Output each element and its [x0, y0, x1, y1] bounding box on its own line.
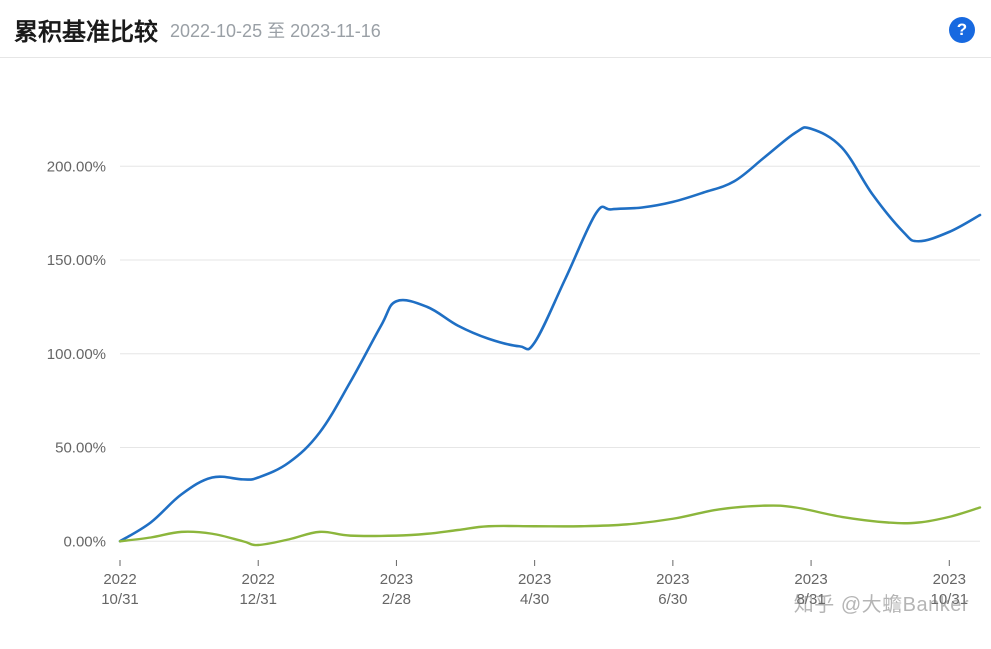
chart-area: 0.00% 50.00% 100.00% 150.00% 200.00% 2022 10/3… — [0, 60, 991, 649]
svg-text:2023: 2023 — [656, 571, 689, 588]
svg-text:200.00%: 200.00% — [47, 158, 106, 175]
svg-text:4/30: 4/30 — [520, 591, 549, 608]
svg-text:2023: 2023 — [380, 571, 413, 588]
page-title: 累积基准比较 — [14, 12, 158, 47]
help-icon[interactable]: ? — [949, 17, 975, 43]
svg-text:0.00%: 0.00% — [63, 533, 106, 550]
date-range: 2022-10-25 至 2023-11-16 — [170, 17, 381, 43]
svg-text:10/31: 10/31 — [931, 591, 969, 608]
container: 累积基准比较 2022-10-25 至 2023-11-16 ? 0.00% 50… — [0, 0, 991, 649]
header: 累积基准比较 2022-10-25 至 2023-11-16 ? — [0, 0, 991, 58]
svg-text:2022: 2022 — [103, 571, 136, 588]
line-chart: 0.00% 50.00% 100.00% 150.00% 200.00% 2022 10/3… — [0, 60, 991, 649]
svg-text:12/31: 12/31 — [239, 591, 277, 608]
svg-text:10/31: 10/31 — [101, 591, 139, 608]
svg-text:2023: 2023 — [794, 571, 827, 588]
svg-text:2/28: 2/28 — [382, 591, 411, 608]
svg-text:8/31: 8/31 — [796, 591, 825, 608]
svg-text:50.00%: 50.00% — [55, 440, 106, 457]
svg-text:2023: 2023 — [933, 571, 966, 588]
svg-text:2022: 2022 — [242, 571, 275, 588]
svg-text:2023: 2023 — [518, 571, 551, 588]
svg-text:150.00%: 150.00% — [47, 252, 106, 269]
svg-text:6/30: 6/30 — [658, 591, 687, 608]
svg-text:100.00%: 100.00% — [47, 346, 106, 363]
